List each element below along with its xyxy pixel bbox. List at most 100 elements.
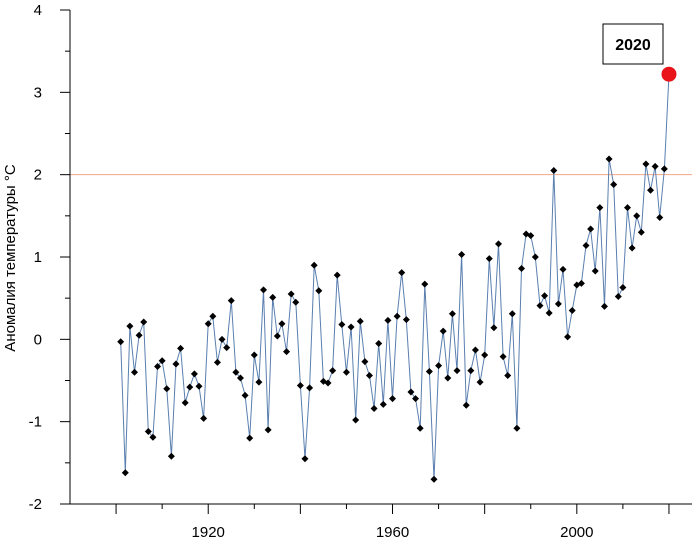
data-point (250, 351, 258, 359)
data-point (425, 367, 433, 375)
data-point (518, 265, 526, 273)
data-point (379, 400, 387, 408)
y-tick-label: 4 (34, 2, 42, 19)
y-tick-label: 1 (34, 249, 42, 266)
data-point (204, 320, 212, 328)
data-point (264, 426, 272, 434)
callout-label: 2020 (615, 37, 651, 54)
data-point (370, 404, 378, 412)
data-point (389, 395, 397, 403)
data-point (213, 358, 221, 366)
data-point (356, 317, 364, 325)
data-point (287, 290, 295, 298)
data-point (481, 351, 489, 359)
y-tick-label: -2 (29, 496, 42, 513)
data-point (255, 378, 263, 386)
data-point (610, 181, 618, 189)
data-point (329, 367, 337, 375)
data-point (342, 368, 350, 376)
data-point (430, 475, 438, 483)
data-point (531, 253, 539, 261)
data-point (338, 321, 346, 329)
data-point (582, 241, 590, 249)
data-point (236, 374, 244, 382)
data-point (172, 360, 180, 368)
data-point (283, 348, 291, 356)
data-point (232, 368, 240, 376)
data-point (273, 332, 281, 340)
data-point (527, 232, 535, 240)
marker-layer (117, 155, 668, 483)
data-point (448, 310, 456, 318)
data-point (554, 300, 562, 308)
axes-layer: -2 -1 0 1 2 3 4 1920 1960 2000 (29, 2, 692, 541)
data-point (513, 424, 521, 432)
data-point (223, 344, 231, 352)
data-point (246, 434, 254, 442)
data-point (407, 388, 415, 396)
data-point (278, 320, 286, 328)
data-point (476, 378, 484, 386)
data-point (117, 338, 125, 346)
data-point (292, 298, 300, 306)
data-point (444, 374, 452, 382)
data-point (559, 265, 567, 273)
x-tick-label: 2000 (560, 524, 593, 541)
data-point (167, 452, 175, 460)
data-point (140, 318, 148, 326)
data-point (623, 204, 631, 212)
data-point (647, 186, 655, 194)
data-point (485, 255, 493, 263)
data-point (352, 416, 360, 424)
data-point (402, 316, 410, 324)
data-point (200, 414, 208, 422)
data-point (596, 204, 604, 212)
callout-2020: 2020 (602, 23, 664, 65)
data-point (656, 213, 664, 221)
data-point (614, 293, 622, 301)
data-point (568, 307, 576, 315)
data-point (651, 162, 659, 170)
data-point (361, 358, 369, 366)
x-tick-label: 1920 (192, 524, 225, 541)
y-axis-title: Аномалия температуры °С (2, 164, 19, 352)
data-point (144, 428, 152, 436)
data-point (637, 228, 645, 236)
data-point (121, 469, 129, 477)
data-point (333, 271, 341, 279)
data-point (435, 362, 443, 370)
callout-box (602, 23, 664, 65)
data-point (605, 155, 613, 163)
data-point (126, 322, 134, 330)
data-point (412, 395, 420, 403)
y-tick-label: 2 (34, 167, 42, 184)
data-point (591, 267, 599, 275)
data-point (439, 327, 447, 335)
data-point (324, 379, 332, 387)
x-tick-label: 1960 (376, 524, 409, 541)
data-point (227, 297, 235, 305)
data-point (660, 165, 668, 173)
data-point (296, 381, 304, 389)
data-point (421, 280, 429, 288)
data-point (310, 261, 318, 269)
data-point (587, 225, 595, 233)
y-tick-label: 0 (34, 331, 42, 348)
data-point (218, 335, 226, 343)
data-point (347, 323, 355, 331)
data-point (536, 302, 544, 310)
highlight-point-2020 (661, 66, 677, 82)
data-point (619, 283, 627, 291)
data-point (462, 401, 470, 409)
data-point (131, 368, 139, 376)
data-point (467, 367, 475, 375)
data-point (315, 287, 323, 295)
data-point (375, 339, 383, 347)
data-point (545, 309, 553, 317)
data-point (393, 312, 401, 320)
data-point (550, 167, 558, 175)
data-point (600, 302, 608, 310)
data-point (471, 346, 479, 354)
data-point (241, 391, 249, 399)
data-point (365, 372, 373, 380)
